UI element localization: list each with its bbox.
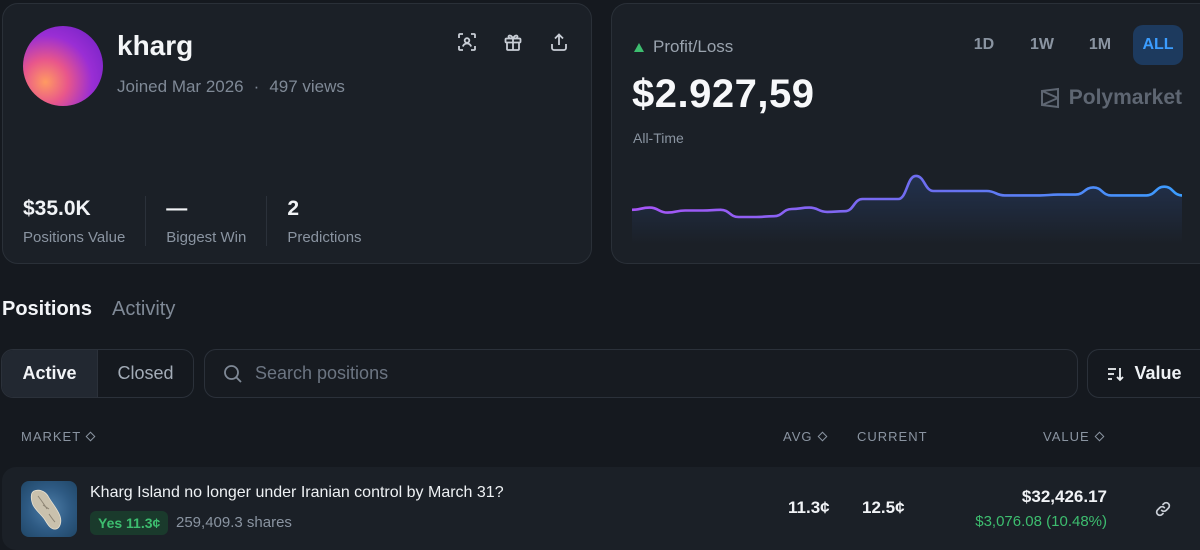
share-count: 259,409.3 shares bbox=[176, 514, 292, 531]
position-pnl: $3,076.08 (10.48%) bbox=[975, 513, 1107, 530]
market-question[interactable]: Kharg Island no longer under Iranian con… bbox=[90, 484, 504, 501]
chart-series-line bbox=[632, 174, 1182, 219]
tab-positions[interactable]: Positions bbox=[2, 298, 93, 320]
search-input[interactable] bbox=[255, 363, 1035, 384]
brand-logo: Polymarket bbox=[1039, 86, 1182, 110]
sort-caret-icon bbox=[817, 431, 827, 442]
position-value: $32,426.17 bbox=[1021, 487, 1107, 506]
table-row[interactable]: Kharg Island no longer under Iranian con… bbox=[2, 467, 1200, 550]
range-tabs: 1D 1W 1M ALL bbox=[959, 25, 1183, 65]
status-segmented-control: Active Closed bbox=[1, 349, 194, 398]
stat-value: — bbox=[166, 197, 188, 220]
header-value[interactable]: VALUE bbox=[1043, 429, 1105, 444]
avatar bbox=[23, 26, 103, 106]
header-market[interactable]: MARKET bbox=[21, 429, 96, 444]
header-label: VALUE bbox=[1043, 429, 1090, 444]
market-thumbnail bbox=[21, 481, 77, 537]
tab-activity[interactable]: Activity bbox=[112, 298, 176, 320]
joined-date: Joined Mar 2026 bbox=[117, 77, 244, 96]
stat-label: Biggest Win bbox=[166, 229, 247, 246]
stat-positions-value: $35.0K Positions Value bbox=[23, 196, 147, 246]
stat-label: Predictions bbox=[287, 229, 362, 246]
meta-separator: · bbox=[253, 77, 260, 96]
segment-active[interactable]: Active bbox=[2, 350, 98, 397]
link-icon[interactable] bbox=[1154, 500, 1172, 518]
range-tab-1d[interactable]: 1D bbox=[973, 36, 995, 53]
pnl-period: All-Time bbox=[633, 130, 684, 146]
pnl-value: $2.927,59 bbox=[632, 72, 815, 116]
header-label: CURRENT bbox=[857, 429, 928, 444]
chart-area bbox=[632, 175, 1182, 244]
gift-icon[interactable] bbox=[503, 32, 523, 52]
sort-icon bbox=[1108, 367, 1125, 381]
section-tabs: Positions Activity bbox=[2, 298, 175, 321]
stat-biggest-win: — Biggest Win bbox=[166, 196, 268, 246]
scan-icon[interactable] bbox=[457, 32, 477, 52]
stat-value: $35.0K bbox=[23, 197, 91, 220]
trend-up-icon bbox=[634, 42, 644, 52]
sort-caret-icon bbox=[85, 431, 96, 442]
header-current: CURRENT bbox=[857, 429, 928, 444]
polymarket-icon bbox=[1040, 87, 1059, 109]
pnl-label-text: Profit/Loss bbox=[653, 37, 734, 56]
stat-value: 2 bbox=[287, 197, 300, 220]
sort-label: Value bbox=[1134, 363, 1182, 383]
username: kharg bbox=[117, 30, 194, 61]
sort-caret-icon bbox=[1094, 431, 1105, 442]
search-icon bbox=[224, 364, 242, 383]
profile-actions bbox=[457, 32, 569, 52]
brand-name: Polymarket bbox=[1068, 86, 1182, 109]
stat-label: Positions Value bbox=[23, 229, 126, 246]
profile-card: kharg Joined Mar 2026 · 497 views $35.0K P… bbox=[2, 3, 592, 264]
header-avg[interactable]: AVG bbox=[783, 429, 827, 444]
range-tab-1m[interactable]: 1M bbox=[1088, 36, 1112, 53]
island-image-icon bbox=[30, 489, 62, 530]
profile-meta: Joined Mar 2026 · 497 views bbox=[117, 77, 345, 97]
stat-predictions: 2 Predictions bbox=[287, 196, 381, 246]
outcome-badge: Yes 11.3¢ bbox=[90, 511, 169, 535]
view-count: 497 views bbox=[269, 77, 345, 96]
current-price: 12.5¢ bbox=[862, 498, 905, 517]
sort-button[interactable]: Value bbox=[1087, 349, 1200, 398]
pnl-card: Profit/Loss $2.927,59 All-Time 1D 1W 1M … bbox=[611, 3, 1200, 264]
pnl-chart bbox=[632, 174, 1182, 244]
share-icon[interactable] bbox=[549, 32, 569, 52]
header-label: AVG bbox=[783, 429, 813, 444]
header-label: MARKET bbox=[21, 429, 82, 444]
range-tab-1w[interactable]: 1W bbox=[1030, 36, 1054, 53]
profile-stats: $35.0K Positions Value — Biggest Win 2 P… bbox=[23, 196, 402, 246]
search-box bbox=[204, 349, 1078, 398]
range-tab-all[interactable]: ALL bbox=[1133, 25, 1183, 65]
avg-price: 11.3¢ bbox=[788, 498, 830, 517]
segment-closed[interactable]: Closed bbox=[117, 363, 174, 383]
pnl-label: Profit/Loss bbox=[634, 37, 733, 57]
